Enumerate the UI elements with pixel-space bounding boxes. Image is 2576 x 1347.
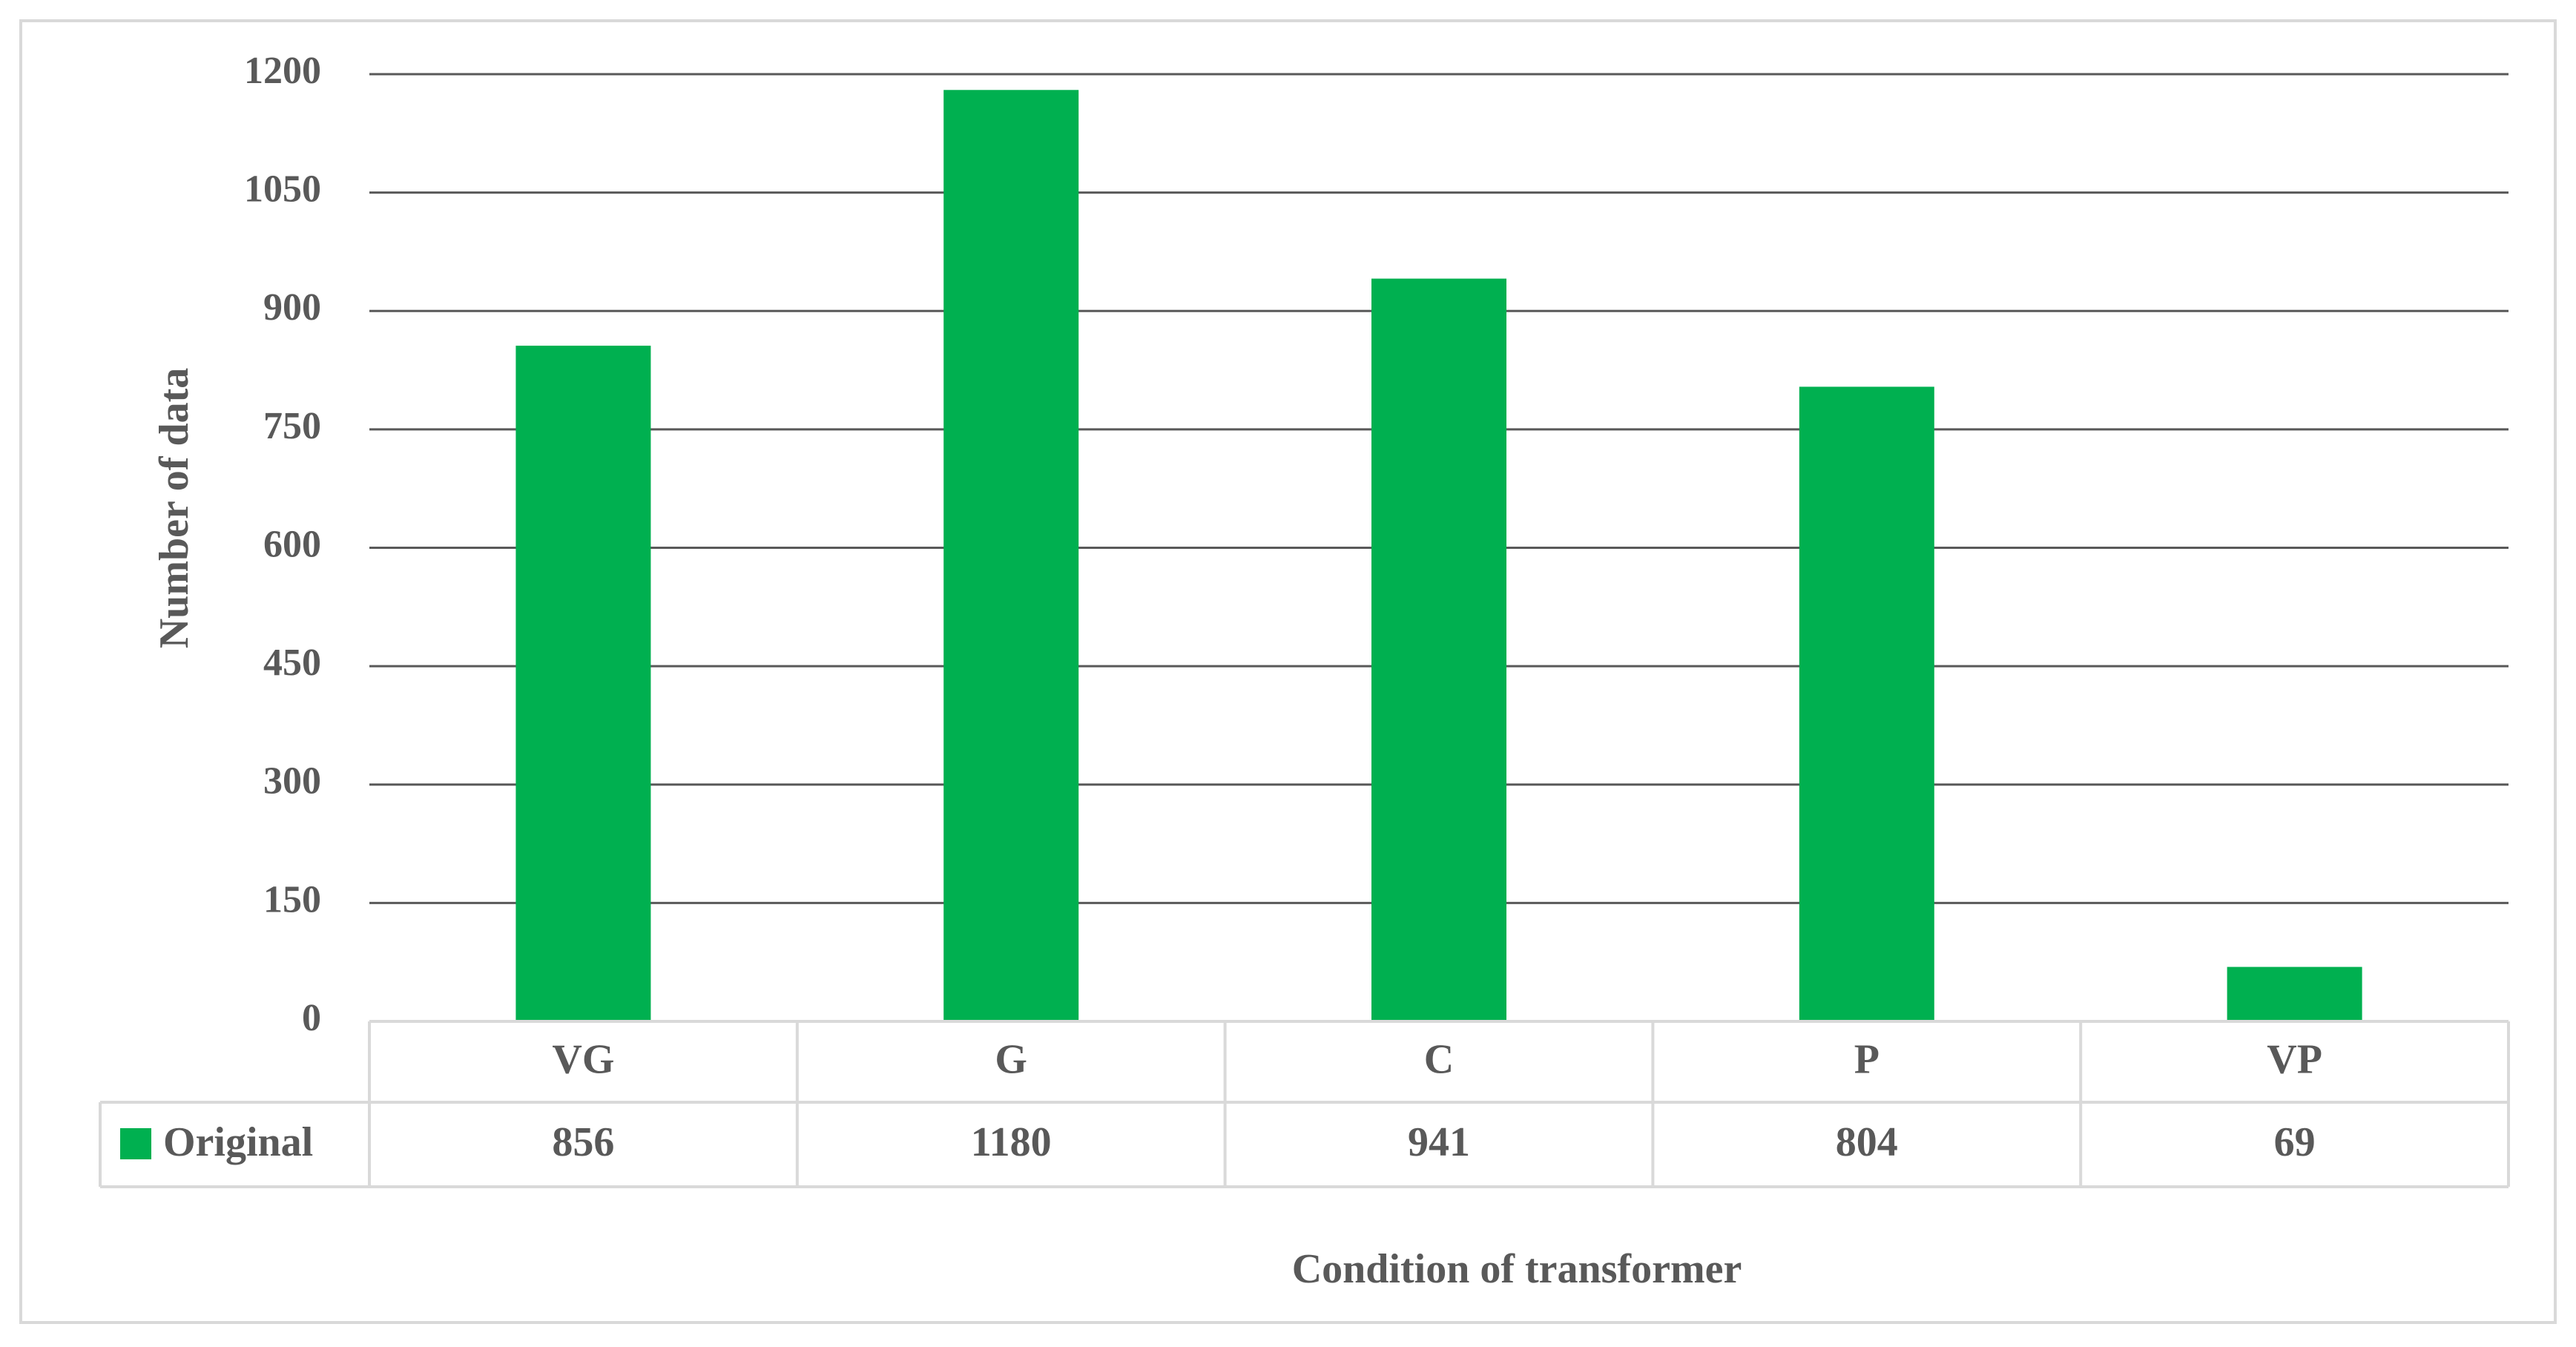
legend-label: Original: [163, 1119, 313, 1165]
data-label: 69: [2274, 1119, 2316, 1165]
y-tick-label: 750: [263, 405, 321, 447]
y-axis-ticks: 0 150 300 450 600 750 900 1050 1200: [244, 50, 321, 1039]
data-label: 1180: [971, 1119, 1052, 1165]
y-tick-label: 1200: [244, 50, 321, 92]
data-table: VG G C P VP Original 856 1180 941 804 69: [99, 1020, 2510, 1188]
x-tick-label: G: [995, 1036, 1027, 1082]
x-tick-label: P: [1854, 1036, 1880, 1082]
x-tick-label: VP: [2267, 1036, 2322, 1082]
data-label: 856: [552, 1119, 614, 1165]
x-axis-title: Condition of transformer: [1292, 1246, 1742, 1292]
y-tick-label: 1050: [244, 168, 321, 211]
data-label: 941: [1408, 1119, 1470, 1165]
bar: [2227, 966, 2362, 1021]
bars: [515, 90, 2362, 1022]
bar: [515, 346, 651, 1021]
x-tick-label: VG: [552, 1036, 614, 1082]
y-tick-label: 150: [263, 878, 321, 920]
bar: [1371, 278, 1506, 1022]
data-label: 804: [1836, 1119, 1898, 1165]
y-tick-label: 450: [263, 642, 321, 684]
y-tick-label: 300: [263, 760, 321, 803]
legend-key: [120, 1128, 151, 1159]
bar: [1799, 386, 1934, 1021]
chart-border: [19, 19, 2557, 1324]
y-tick-label: 600: [263, 523, 321, 565]
y-axis-title: Number of data: [151, 368, 197, 649]
y-tick-label: 0: [302, 997, 321, 1039]
bar: [943, 90, 1079, 1022]
x-tick-label: C: [1424, 1036, 1454, 1082]
y-tick-label: 900: [263, 286, 321, 329]
